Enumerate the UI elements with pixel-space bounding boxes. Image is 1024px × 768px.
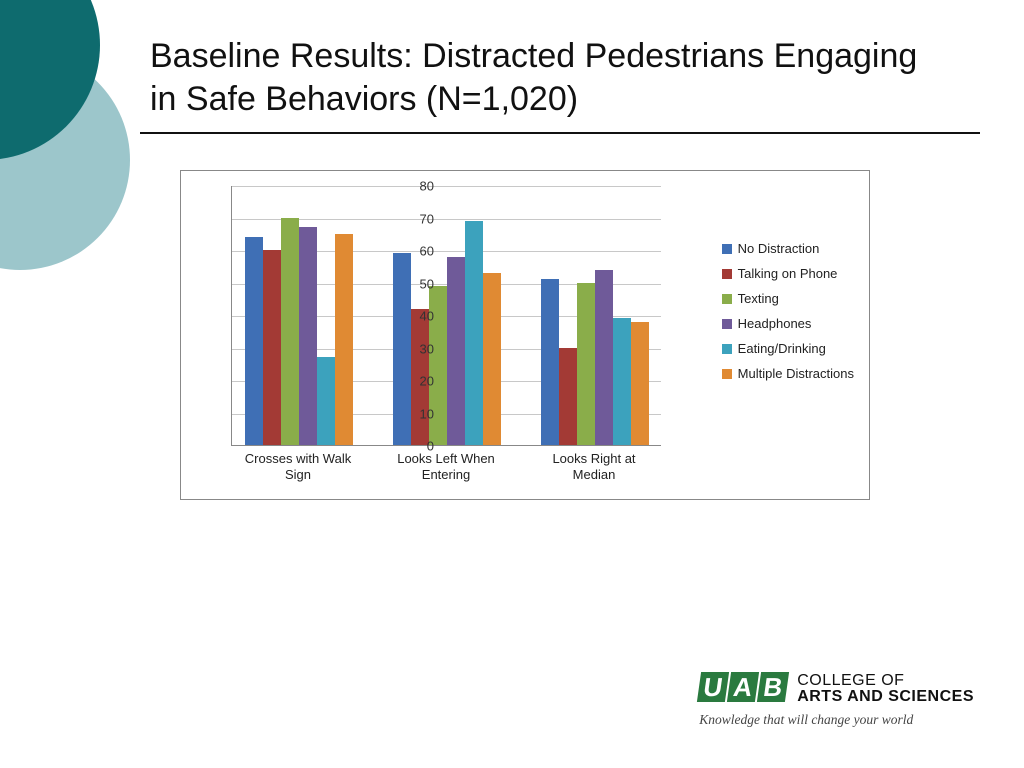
y-tick-label: 10: [404, 406, 434, 421]
bar: [613, 318, 631, 445]
chart-panel: No Distraction Talking on Phone Texting Hea…: [180, 170, 870, 500]
x-category-label: Looks Left When Entering: [382, 451, 510, 482]
legend-label: Multiple Distractions: [738, 366, 854, 381]
bar: [577, 283, 595, 446]
bar: [595, 270, 613, 446]
plot-area: [231, 186, 661, 446]
bar: [541, 279, 559, 445]
y-tick-label: 40: [404, 309, 434, 324]
y-tick-label: 70: [404, 211, 434, 226]
brand-letter: A: [727, 672, 759, 702]
bar: [559, 348, 577, 446]
footer-logo: UAB COLLEGE OF ARTS AND SCIENCES Knowled…: [699, 672, 974, 728]
legend-swatch: [722, 344, 732, 354]
bar: [281, 218, 299, 446]
bar: [631, 322, 649, 446]
legend-swatch: [722, 369, 732, 379]
legend-swatch: [722, 319, 732, 329]
uab-mark: UAB: [699, 672, 787, 702]
legend-label: Eating/Drinking: [738, 341, 826, 356]
y-tick-label: 20: [404, 374, 434, 389]
page-title: Baseline Results: Distracted Pedestrians…: [150, 35, 950, 120]
legend-label: No Distraction: [738, 241, 820, 256]
legend-item: Headphones: [722, 316, 854, 331]
x-category-label: Crosses with Walk Sign: [234, 451, 362, 482]
legend-item: Multiple Distractions: [722, 366, 854, 381]
brand-letter: U: [697, 672, 729, 702]
bar: [447, 257, 465, 446]
legend-label: Texting: [738, 291, 779, 306]
y-tick-label: 60: [404, 244, 434, 259]
legend-swatch: [722, 294, 732, 304]
y-tick-label: 80: [404, 179, 434, 194]
legend-item: No Distraction: [722, 241, 854, 256]
bar: [317, 357, 335, 445]
x-category-label: Looks Right at Median: [530, 451, 658, 482]
legend-label: Headphones: [738, 316, 812, 331]
legend-item: Texting: [722, 291, 854, 306]
footer-tagline: Knowledge that will change your world: [699, 712, 974, 728]
bar: [263, 250, 281, 445]
brand-letter: B: [757, 672, 789, 702]
legend-label: Talking on Phone: [738, 266, 838, 281]
bar: [483, 273, 501, 445]
footer-line2: ARTS AND SCIENCES: [797, 688, 974, 706]
y-tick-label: 30: [404, 341, 434, 356]
legend-item: Talking on Phone: [722, 266, 854, 281]
bar: [335, 234, 353, 445]
legend-item: Eating/Drinking: [722, 341, 854, 356]
bar: [299, 227, 317, 445]
legend: No Distraction Talking on Phone Texting Hea…: [722, 241, 854, 391]
title-underline: [140, 132, 980, 134]
y-tick-label: 50: [404, 276, 434, 291]
gridline: [232, 186, 661, 187]
legend-swatch: [722, 269, 732, 279]
bar: [465, 221, 483, 445]
legend-swatch: [722, 244, 732, 254]
bar: [245, 237, 263, 445]
